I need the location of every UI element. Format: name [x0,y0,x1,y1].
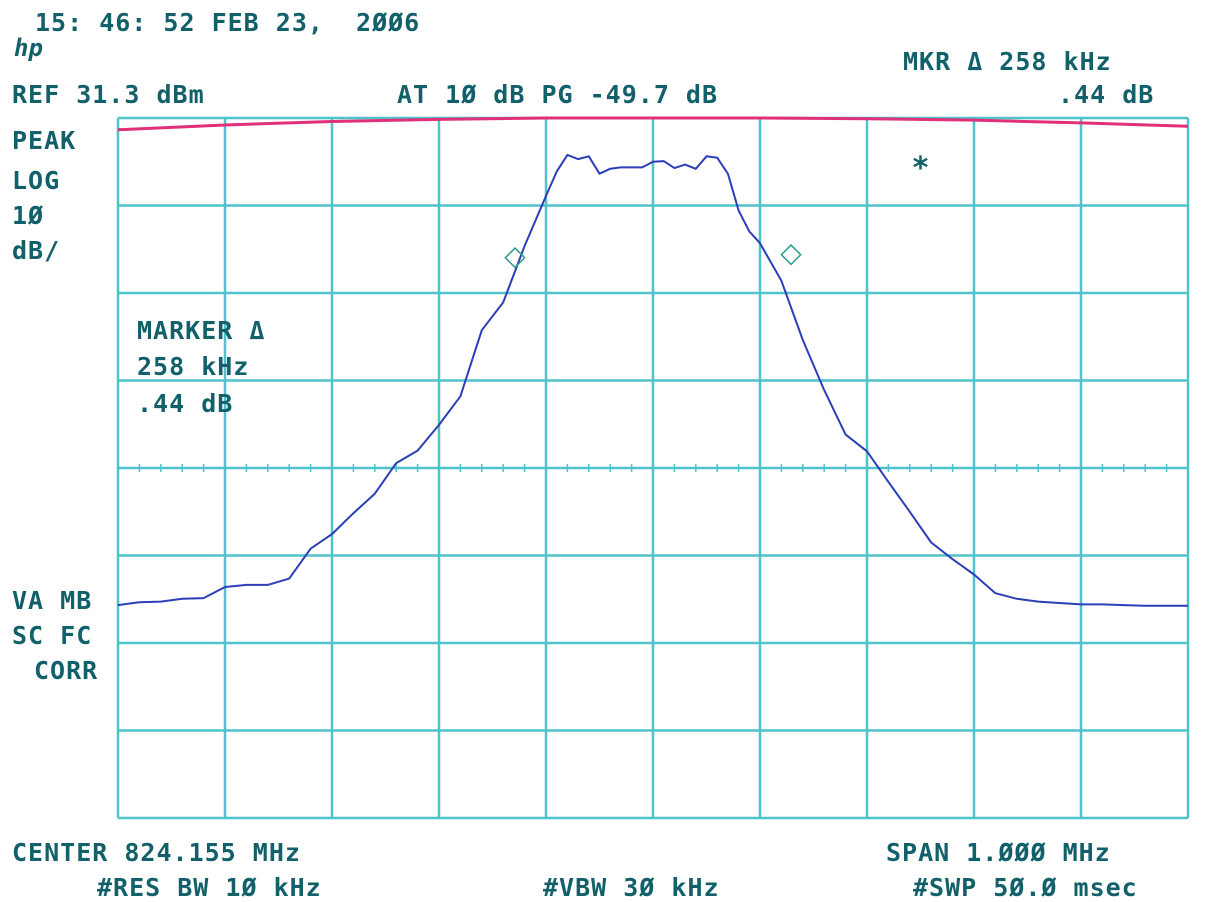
limit-line [117,116,1189,132]
hp-logo: hp [14,34,43,62]
marker-readout: MKR Δ 258 kHz [903,47,1112,76]
va-mb-label: VA MB [12,586,93,615]
spectrum-trace [117,153,1188,607]
marker-box-title: MARKER Δ [137,316,266,345]
scale-unit: dB/ [12,236,61,265]
timestamp: 15: 46: 52 FEB 23, 2ØØ6 [35,8,421,37]
scale-mode: LOG [12,166,61,195]
scale-value: 1Ø [12,201,45,230]
corr-label: CORR [34,656,99,685]
marker-asterisk: * [913,151,929,186]
marker-readout-db: .44 dB [1058,80,1155,109]
graticule-grid [116,116,1190,820]
delta-marker-0: ◇ [504,239,526,272]
sweep-time: #SWP 5Ø.Ø msec [913,873,1138,902]
center-frequency: CENTER 824.155 MHz [12,838,301,867]
resolution-bandwidth: #RES BW 1Ø kHz [97,873,322,902]
marker-box-level: .44 dB [137,389,234,418]
sc-fc-label: SC FC [12,621,93,650]
ref-level: REF 31.3 dBm [12,80,205,109]
attenuation-readout: AT 1Ø dB PG -49.7 dB [397,80,719,109]
detector-mode: PEAK [12,126,77,155]
marker-box-freq: 258 kHz [137,352,250,381]
video-bandwidth: #VBW 3Ø kHz [543,873,720,902]
plot-area: ◇ ◇ * [117,116,1189,607]
delta-marker-1: ◇ [780,236,802,269]
span: SPAN 1.ØØØ MHz [886,838,1111,867]
